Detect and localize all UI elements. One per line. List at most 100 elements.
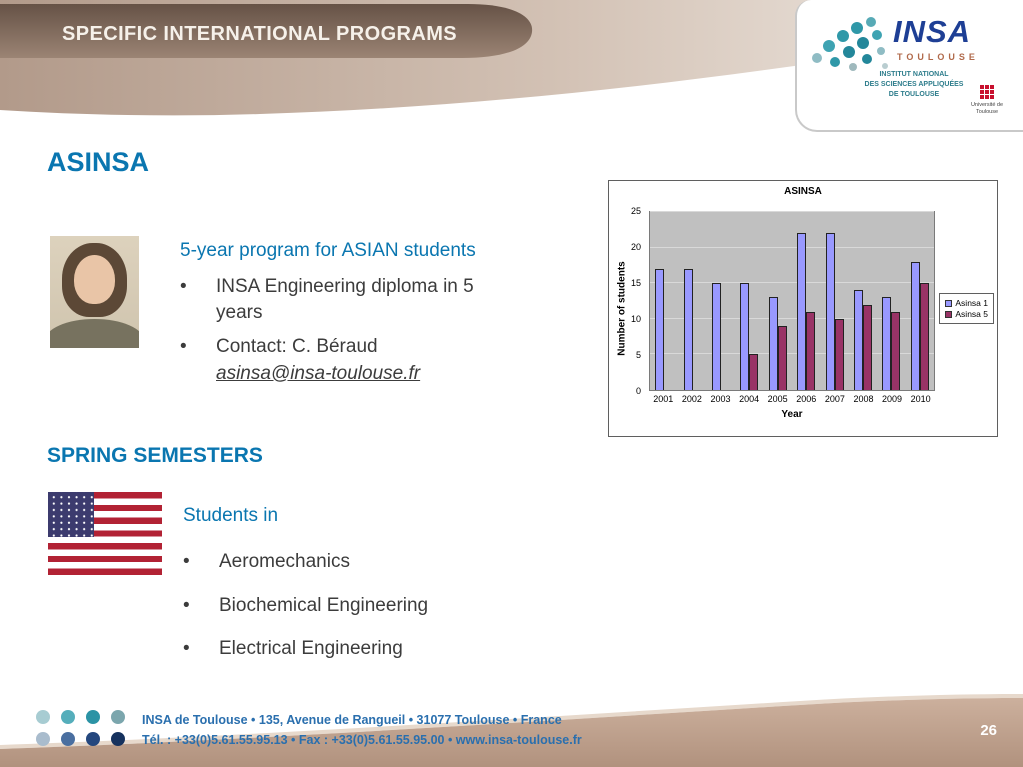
portrait-face (74, 255, 115, 305)
chart-bar-group (849, 212, 877, 390)
chart-bar (854, 290, 864, 390)
chart-gridline (650, 353, 934, 355)
chart-x-tick: 2002 (681, 394, 702, 404)
chart-x-tick: 2001 (653, 394, 674, 404)
chart-bar (863, 304, 873, 390)
chart-bar (910, 261, 920, 390)
spring-section-title: SPRING SEMESTERS (47, 444, 263, 467)
chart-y-tick: 25 (630, 206, 641, 216)
chart-x-tick: 2003 (710, 394, 731, 404)
footer-dot (86, 732, 100, 746)
chart-bar-group (877, 212, 905, 390)
chart-x-axis-label: Year (781, 409, 803, 420)
insa-logo-box: INSA TOULOUSE INSTITUT NATIONAL DES SCIE… (795, 0, 1023, 132)
chart-x-tick: 2006 (796, 394, 817, 404)
chart-bar (797, 233, 807, 390)
chart-legend: Asinsa 1 Asinsa 5 (939, 293, 994, 324)
asinsa-text-block: 5-year program for ASIAN students INSA E… (180, 240, 492, 396)
chart-bar (683, 268, 693, 390)
chart-gridline (650, 282, 934, 284)
spring-bullet: Electrical Engineering (183, 636, 543, 662)
chart-x-tick: 2005 (767, 394, 788, 404)
chart-bar (806, 311, 816, 390)
chart-x-tick: 2004 (739, 394, 760, 404)
chart-legend-label: Asinsa 1 (955, 298, 988, 308)
footer-dot (111, 710, 125, 724)
us-flag-canton (48, 492, 94, 537)
footer-dot (86, 710, 100, 724)
chart-y-axis: 0 5 10 15 20 25 (621, 206, 645, 396)
page-number: 26 (980, 722, 997, 739)
chart-x-tick: 2010 (910, 394, 931, 404)
chart-legend-item: Asinsa 1 (945, 298, 988, 308)
chart-bar-group (678, 212, 706, 390)
chart-bar-group (735, 212, 763, 390)
chart-bars (650, 212, 934, 390)
asinsa-chart: ASINSA Number of students 0 5 10 15 20 25 200… (608, 180, 998, 437)
chart-y-tick: 5 (635, 350, 641, 360)
header-swoosh (0, 0, 1023, 116)
chart-bar-group (650, 212, 678, 390)
students-in-heading: Students in (183, 505, 279, 526)
chart-bar-group (764, 212, 792, 390)
universite-toulouse-logo: Université de Toulouse (963, 84, 1011, 115)
chart-bar (834, 318, 844, 390)
spring-bullet: Biochemical Engineering (183, 593, 543, 619)
asinsa-section-title: ASINSA (47, 147, 150, 177)
footer-dot (36, 710, 50, 724)
chart-bar (891, 311, 901, 390)
chart-bar-group (707, 212, 735, 390)
chart-bar (825, 233, 835, 390)
chart-y-tick: 0 (635, 386, 641, 396)
asinsa-bullet-diploma: INSA Engineering diploma in 5 years (180, 274, 492, 325)
chart-bar-group (792, 212, 820, 390)
footer-dots (36, 710, 125, 754)
chart-x-tick: 2008 (853, 394, 874, 404)
chart-bar (777, 325, 787, 390)
chart-bar (919, 283, 929, 390)
chart-y-tick: 20 (630, 242, 641, 252)
footer-contact-block: INSA de Toulouse • 135, Avenue de Rangue… (142, 710, 582, 750)
chart-gridline (650, 246, 934, 248)
footer-dot (61, 710, 75, 724)
chart-bar (712, 283, 722, 390)
footer-dot (111, 732, 125, 746)
footer-dot (61, 732, 75, 746)
chart-bar (655, 268, 665, 390)
chart-legend-swatch (945, 299, 953, 307)
us-flag-image (48, 492, 162, 575)
chart-bar-group (906, 212, 934, 390)
chart-legend-label: Asinsa 5 (955, 309, 988, 319)
insa-wordmark: INSA (893, 14, 972, 49)
chart-legend-item: Asinsa 5 (945, 309, 988, 319)
asinsa-email-link[interactable]: asinsa@insa-toulouse.fr (216, 362, 421, 384)
chart-legend-swatch (945, 310, 953, 318)
spring-bullet: Aeromechanics (183, 549, 543, 575)
asinsa-contact-name: Contact: C. Béraud (216, 336, 378, 358)
insa-city: TOULOUSE (897, 52, 979, 62)
chart-bar (749, 354, 759, 390)
chart-bar-group (820, 212, 848, 390)
universite-toulouse-icon (979, 84, 995, 100)
chart-plot (649, 211, 935, 391)
insa-subtitle: INSTITUT NATIONAL DES SCIENCES APPLIQUÉE… (864, 71, 964, 98)
chart-x-axis: 2001 2002 2003 2004 2005 2006 2007 2008 2009 2010 (649, 394, 935, 404)
spring-text-block: Students in Aeromechanics Biochemical En… (183, 505, 543, 680)
slide-header-title: SPECIFIC INTERNATIONAL PROGRAMS (62, 23, 458, 45)
footer-phone-line: Tél. : +33(0)5.61.55.95.13 • Fax : +33(0… (142, 733, 582, 747)
insa-dots-icon (812, 17, 888, 71)
chart-gridline (650, 317, 934, 319)
chart-y-tick: 15 (630, 278, 641, 288)
chart-x-tick: 2009 (882, 394, 903, 404)
chart-x-tick: 2007 (824, 394, 845, 404)
chart-bar (740, 283, 750, 390)
footer-address-line: INSA de Toulouse • 135, Avenue de Rangue… (142, 713, 562, 727)
chart-gridline (650, 211, 934, 212)
chart-title: ASINSA (784, 186, 822, 197)
chart-y-tick: 10 (630, 314, 641, 324)
footer-swoosh (0, 694, 1023, 767)
asinsa-heading: 5-year program for ASIAN students (180, 240, 476, 261)
contact-portrait-photo (50, 236, 139, 348)
chart-bar (882, 297, 892, 390)
